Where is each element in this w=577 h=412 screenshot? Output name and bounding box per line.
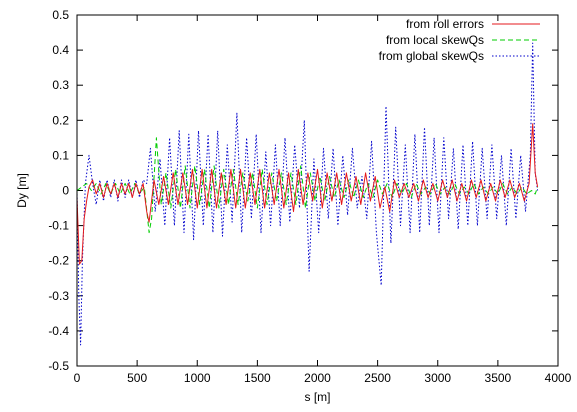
series-layer — [76, 42, 539, 346]
y-tick-label: 0 — [62, 184, 69, 198]
y-tick-label: -0.2 — [48, 254, 69, 268]
y-tick-label: -0.4 — [48, 324, 69, 338]
y-tick-label: 0.2 — [52, 113, 69, 127]
x-tick-label: 4000 — [545, 371, 572, 385]
y-tick-label: -0.3 — [48, 289, 69, 303]
legend-label-2: from global skewQs — [379, 49, 484, 63]
y-tick-label: 0.4 — [52, 43, 69, 57]
plot-frame — [76, 14, 559, 367]
x-tick-label: 3500 — [485, 371, 512, 385]
x-tick-label: 3000 — [424, 371, 451, 385]
x-axis-label: s [m] — [305, 390, 331, 404]
x-tick-label: 1500 — [244, 371, 271, 385]
tick-labels: 0 500 1000 1500 2000 2500 3000 3500 4000 -0.5 -0.4… — [48, 8, 571, 385]
y-axis-label: Dy [m] — [15, 173, 29, 208]
series-line-0 — [76, 123, 539, 265]
x-tick-label: 1000 — [184, 371, 211, 385]
legend-label-0: from roll errors — [406, 17, 484, 31]
y-tick-label: -0.1 — [48, 219, 69, 233]
x-tick-label: 2000 — [304, 371, 331, 385]
y-tick-label: 0.1 — [52, 148, 69, 162]
legend-label-1: from local skewQs — [386, 33, 484, 47]
x-tick-label: 500 — [127, 371, 147, 385]
y-tick-label: 0.3 — [52, 78, 69, 92]
y-tick-label: -0.5 — [48, 359, 69, 373]
y-tick-label: 0.5 — [52, 8, 69, 22]
x-tick-label: 2500 — [364, 371, 391, 385]
x-tick-label: 0 — [74, 371, 81, 385]
legend: from roll errors from local skewQs from gl… — [379, 17, 540, 63]
